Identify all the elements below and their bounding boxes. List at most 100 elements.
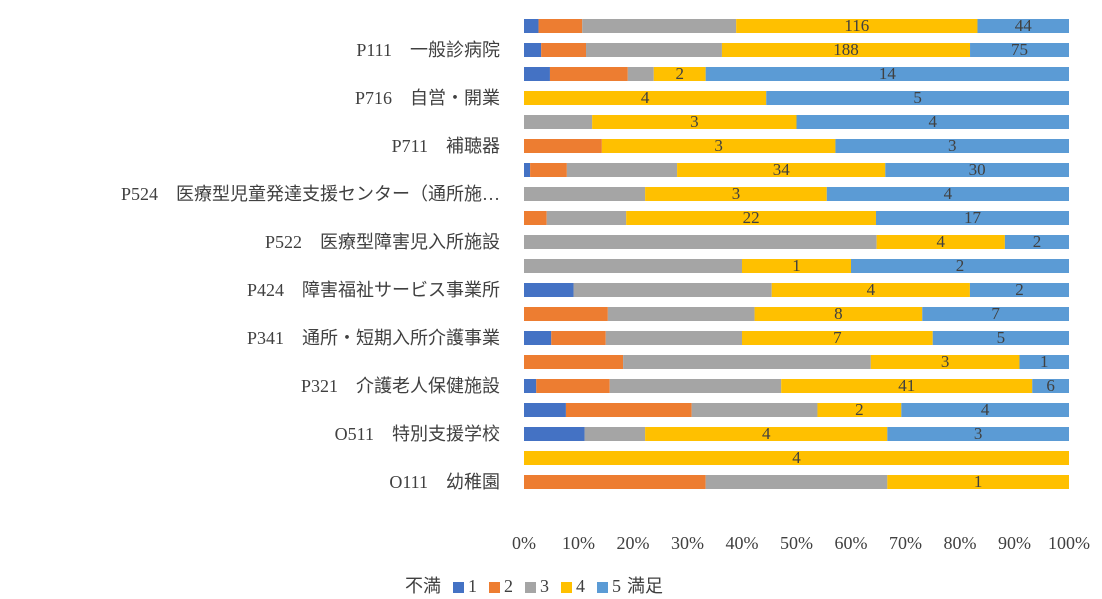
bar-segment <box>645 427 888 441</box>
data-label: 17 <box>964 208 982 227</box>
y-tick-label: O111 幼稚園 <box>389 472 500 492</box>
bar-segment <box>607 307 755 321</box>
legend-label: 5 <box>612 576 621 596</box>
bar-segment <box>524 67 550 81</box>
data-label: 2 <box>675 64 684 83</box>
y-tick-label: P711 補聴器 <box>392 136 500 156</box>
bar-segment <box>524 259 742 273</box>
data-label: 5 <box>997 328 1006 347</box>
bar-segment <box>766 91 1069 105</box>
legend-swatch <box>525 582 536 593</box>
bar-segment <box>524 427 585 441</box>
bar-segment <box>901 403 1069 417</box>
bar-segment <box>524 475 706 489</box>
bar-segment <box>565 403 692 417</box>
legend-label: 2 <box>504 576 513 596</box>
data-label: 7 <box>833 328 842 347</box>
data-label: 75 <box>1011 40 1028 59</box>
bar-segment <box>549 67 628 81</box>
y-tick-label: O511 特別支援学校 <box>335 424 500 444</box>
y-tick-label: P111 一般診病院 <box>356 40 500 60</box>
bar-segment <box>970 43 1069 57</box>
data-label: 116 <box>844 16 869 35</box>
bar-segment <box>705 475 888 489</box>
bar-segment <box>584 427 646 441</box>
bar-segment <box>653 67 706 81</box>
bar-segment <box>551 331 606 345</box>
bar-segment <box>721 43 971 57</box>
bar-segment <box>524 451 1069 465</box>
bar-segment <box>536 379 610 393</box>
data-label: 4 <box>792 448 801 467</box>
legend-swatch <box>561 582 572 593</box>
bar-segment <box>524 211 547 225</box>
data-label: 2 <box>1015 280 1024 299</box>
data-label: 3 <box>941 352 950 371</box>
bar-segment <box>736 19 978 33</box>
x-tick-label: 40% <box>726 533 759 553</box>
legend-swatch <box>489 582 500 593</box>
bar-segment <box>546 211 627 225</box>
y-tick-label: P524 医療型児童発達支援センター（通所施… <box>121 184 500 204</box>
data-label: 4 <box>867 280 876 299</box>
bar-segment <box>605 331 742 345</box>
data-label: 2 <box>855 400 864 419</box>
bar-segment <box>627 67 654 81</box>
data-label: 3 <box>948 136 957 155</box>
bar-segment <box>1019 355 1069 369</box>
data-label: 34 <box>773 160 791 179</box>
bar-segment <box>541 43 587 57</box>
bar-segment <box>1032 379 1069 393</box>
bar-segment <box>705 67 1069 81</box>
y-tick-label: P716 自営・開業 <box>355 88 500 108</box>
data-label: 6 <box>1046 376 1055 395</box>
data-label: 14 <box>879 64 897 83</box>
x-tick-label: 70% <box>889 533 922 553</box>
bar-segment <box>771 283 970 297</box>
legend-label: 1 <box>468 576 477 596</box>
bar-segment <box>781 379 1033 393</box>
bar-segment <box>586 43 722 57</box>
bar-segment <box>524 307 608 321</box>
bar-segment <box>691 403 818 417</box>
y-tick-label: P341 通所・短期入所介護事業 <box>247 328 500 348</box>
bar-segment <box>922 307 1069 321</box>
bar-segment <box>742 259 851 273</box>
bar-segment <box>796 115 1069 129</box>
data-label: 44 <box>1015 16 1033 35</box>
data-label: 5 <box>913 88 922 107</box>
bar-segment <box>592 115 797 129</box>
data-label: 2 <box>1033 232 1042 251</box>
bar-segment <box>524 163 531 177</box>
data-label: 41 <box>898 376 915 395</box>
bar-segment <box>609 379 782 393</box>
data-label: 8 <box>834 304 843 323</box>
data-label: 4 <box>944 184 953 203</box>
data-label: 3 <box>714 136 723 155</box>
data-label: 1 <box>974 472 983 491</box>
x-tick-label: 80% <box>944 533 977 553</box>
legend-after: 満足 <box>627 576 663 596</box>
x-tick-label: 0% <box>512 533 536 553</box>
bar-segment <box>1004 235 1069 249</box>
bar-segment <box>977 19 1069 33</box>
legend-label: 4 <box>576 576 585 596</box>
bar-segment <box>626 211 876 225</box>
data-label: 22 <box>743 208 760 227</box>
bar-segment <box>524 187 646 201</box>
bar-segment <box>530 163 567 177</box>
bar-segment <box>969 283 1069 297</box>
bar-segment <box>887 475 1069 489</box>
bar-segment <box>524 91 767 105</box>
bar-segment <box>817 403 902 417</box>
bar-segment <box>885 163 1069 177</box>
bar-segment <box>742 331 933 345</box>
bar-segment <box>524 139 602 153</box>
bar-segment <box>601 139 836 153</box>
bar-segment <box>851 259 1069 273</box>
y-tick-label: P424 障害福祉サービス事業所 <box>247 280 500 300</box>
x-tick-label: 50% <box>780 533 813 553</box>
data-label: 3 <box>690 112 699 131</box>
bar-segment <box>566 163 678 177</box>
